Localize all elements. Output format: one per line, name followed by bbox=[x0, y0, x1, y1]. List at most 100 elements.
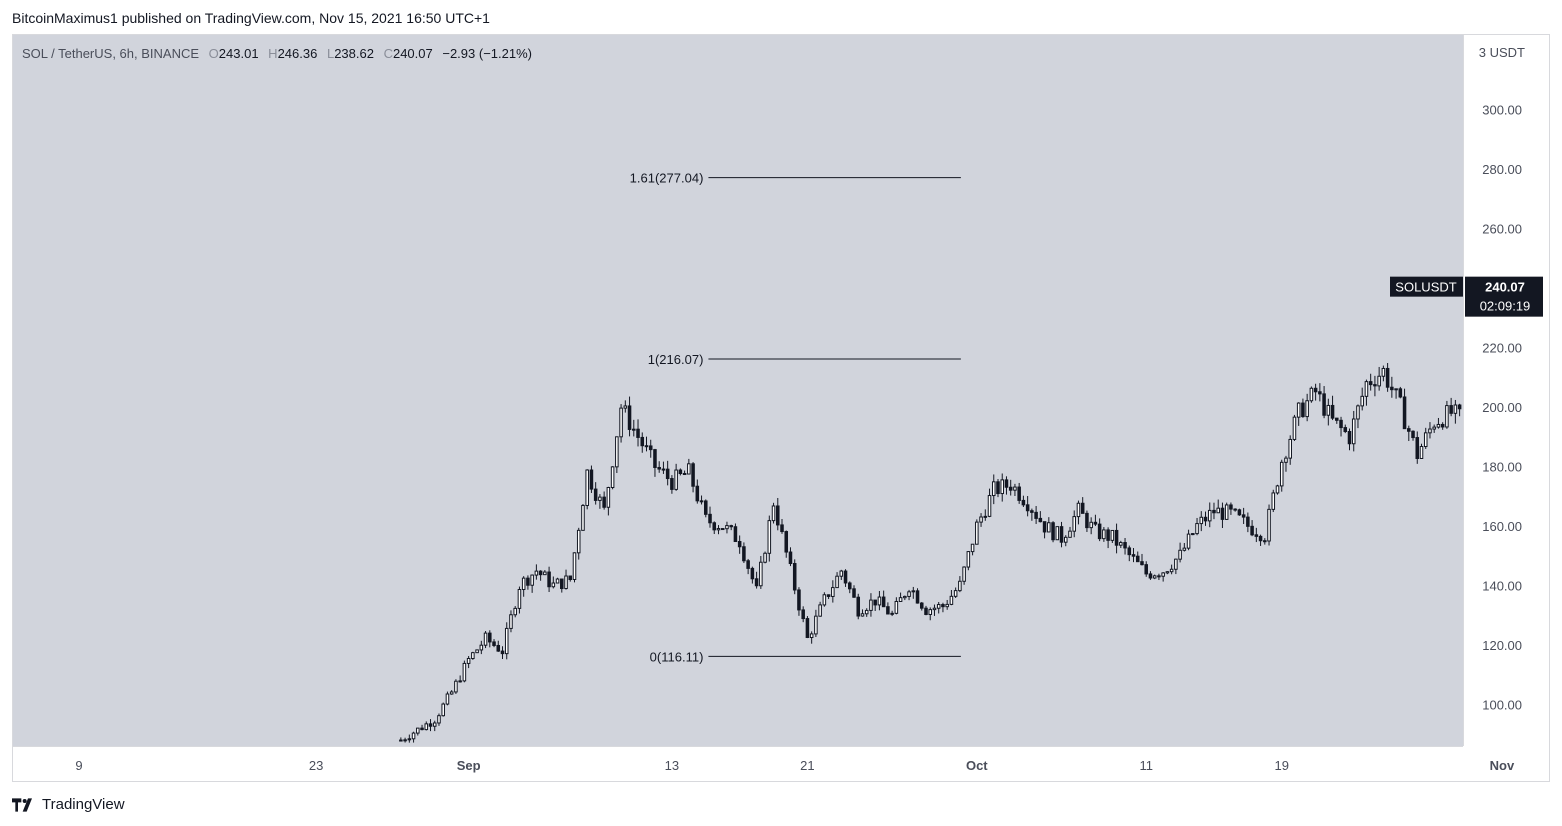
candle-body bbox=[856, 596, 861, 617]
price-tag-bg bbox=[1465, 276, 1543, 317]
candle-body bbox=[640, 436, 645, 447]
candle-body bbox=[492, 641, 496, 646]
candle-body bbox=[818, 604, 822, 617]
candle-body bbox=[1140, 561, 1144, 566]
candle-body bbox=[1207, 509, 1212, 522]
x-tick-label: 11 bbox=[1139, 758, 1153, 773]
candle-body bbox=[437, 715, 441, 724]
candle-body bbox=[555, 578, 560, 584]
x-tick-label: 21 bbox=[800, 758, 814, 773]
candle-body bbox=[1428, 428, 1432, 434]
candle-body bbox=[517, 589, 522, 609]
candle-body bbox=[1199, 516, 1204, 525]
candle-body bbox=[763, 552, 767, 563]
close-key: C bbox=[383, 46, 393, 61]
open-value: 243.01 bbox=[218, 46, 259, 61]
candle-body bbox=[399, 739, 403, 742]
candle-body bbox=[919, 602, 924, 609]
candle-body bbox=[1000, 479, 1005, 495]
candle-body bbox=[1013, 486, 1017, 491]
candle-body bbox=[1407, 428, 1411, 432]
candle-body bbox=[1119, 542, 1123, 546]
candle-body bbox=[1343, 427, 1348, 433]
candle-body bbox=[1335, 417, 1339, 421]
candle-body bbox=[894, 600, 899, 614]
candle-body bbox=[1339, 419, 1343, 429]
candle-body bbox=[475, 649, 479, 654]
candle-body bbox=[873, 599, 877, 606]
candle-body bbox=[945, 603, 949, 608]
candle-body bbox=[1271, 492, 1276, 510]
candle-body bbox=[1305, 400, 1309, 418]
candle-body bbox=[670, 478, 674, 490]
candle-body bbox=[746, 560, 750, 569]
candle-body bbox=[560, 578, 564, 590]
candle-body bbox=[1279, 461, 1284, 487]
candle-body bbox=[725, 525, 729, 530]
candle-body bbox=[1398, 388, 1403, 398]
candle-body bbox=[1250, 525, 1254, 536]
candle-body bbox=[1085, 512, 1089, 529]
candle-body bbox=[526, 577, 530, 586]
last-price: 240.07 bbox=[1485, 280, 1525, 295]
candle-body bbox=[1025, 504, 1030, 512]
candle-body bbox=[551, 582, 556, 588]
candle-body bbox=[623, 405, 628, 409]
candle-body bbox=[712, 522, 717, 531]
candle-body bbox=[1144, 564, 1148, 575]
candle-body bbox=[970, 543, 975, 553]
candle-body bbox=[619, 407, 623, 438]
candle-body bbox=[898, 597, 903, 602]
y-tick-label: 100.00 bbox=[1482, 697, 1522, 712]
candle-body bbox=[1288, 438, 1292, 459]
candle-body bbox=[877, 596, 882, 606]
candle-body bbox=[1148, 573, 1153, 579]
candle-body bbox=[572, 552, 577, 580]
candle-body bbox=[530, 574, 534, 586]
fib-level-label: 1(216.07) bbox=[648, 352, 704, 367]
symbol-tag-bg bbox=[1390, 276, 1463, 297]
candle-body bbox=[1191, 533, 1195, 536]
price-axis[interactable] bbox=[1463, 35, 1549, 746]
y-tick-label: 260.00 bbox=[1482, 221, 1522, 236]
candle-body bbox=[759, 561, 763, 587]
x-tick-label: 19 bbox=[1275, 758, 1289, 773]
candle-body bbox=[521, 577, 526, 591]
candle-body bbox=[843, 570, 848, 584]
fib-level-label: 1.61(277.04) bbox=[630, 171, 704, 186]
candle-body bbox=[1258, 535, 1263, 542]
candle-body bbox=[504, 627, 509, 655]
tradingview-logo-icon bbox=[12, 797, 32, 812]
candle-body bbox=[1089, 521, 1093, 529]
candle-body bbox=[979, 516, 983, 523]
candle-body bbox=[860, 613, 865, 617]
candle-body bbox=[1445, 405, 1449, 428]
candle-body bbox=[606, 486, 611, 508]
candle-body bbox=[792, 563, 797, 591]
candle-body bbox=[1203, 516, 1208, 522]
candle-body bbox=[1127, 547, 1132, 556]
candle-body bbox=[869, 599, 873, 611]
candle-body bbox=[538, 570, 543, 576]
time-axis[interactable] bbox=[13, 746, 1463, 781]
candle-body bbox=[1436, 423, 1441, 428]
candle-body bbox=[1072, 516, 1076, 532]
x-tick-label: 23 bbox=[309, 758, 323, 773]
candle-body bbox=[581, 504, 585, 531]
candle-body bbox=[1008, 486, 1013, 491]
candle-body bbox=[471, 652, 475, 659]
candle-body bbox=[585, 469, 589, 506]
candle-body bbox=[432, 722, 437, 727]
symbol-label[interactable]: SOL / TetherUS, 6h, BINANCE bbox=[22, 46, 200, 61]
candle-body bbox=[1102, 529, 1106, 540]
candle-body bbox=[975, 521, 979, 545]
candle-body bbox=[1360, 395, 1364, 407]
chart-plot-area[interactable] bbox=[13, 35, 1463, 746]
candle-body bbox=[1038, 517, 1043, 523]
candle-body bbox=[1356, 405, 1360, 420]
candle-body bbox=[780, 524, 784, 533]
candles bbox=[399, 362, 1462, 743]
candle-body bbox=[1296, 402, 1301, 418]
candle-body bbox=[665, 468, 670, 480]
